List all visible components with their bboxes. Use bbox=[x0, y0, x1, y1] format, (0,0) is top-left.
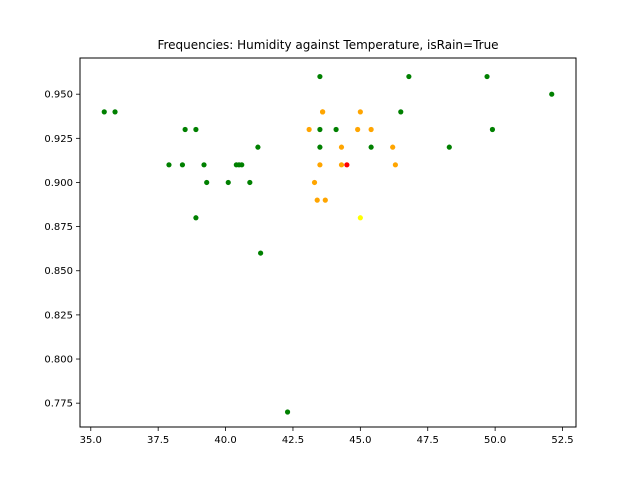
data-point bbox=[255, 144, 261, 150]
x-tick-label: 47.5 bbox=[417, 435, 439, 446]
x-tick-label: 40.0 bbox=[214, 435, 236, 446]
y-tick-label: 0.775 bbox=[44, 399, 73, 410]
data-point bbox=[338, 144, 345, 150]
data-point bbox=[344, 162, 350, 168]
y-axis: 0.775 0.800 0.825 0.850 0.875 0.900 0.925 0.950 bbox=[44, 90, 80, 410]
data-point bbox=[182, 126, 188, 133]
data-point bbox=[247, 179, 253, 186]
data-point bbox=[357, 109, 363, 115]
data-point bbox=[446, 144, 452, 150]
data-point bbox=[166, 162, 172, 168]
data-point bbox=[201, 162, 207, 168]
data-point bbox=[392, 162, 398, 168]
data-point bbox=[239, 162, 245, 168]
data-point bbox=[484, 73, 490, 80]
y-tick-label: 0.825 bbox=[44, 310, 73, 321]
points-layer bbox=[101, 73, 555, 415]
data-point bbox=[368, 126, 374, 133]
x-tick-label: 50.0 bbox=[484, 435, 506, 446]
data-point bbox=[101, 109, 107, 115]
data-point bbox=[311, 179, 318, 186]
plot-area-frame bbox=[79, 57, 577, 428]
data-point bbox=[306, 126, 312, 133]
data-point bbox=[338, 162, 345, 168]
data-point bbox=[179, 162, 186, 168]
data-point bbox=[193, 126, 199, 133]
x-tick-label: 45.0 bbox=[349, 435, 371, 446]
data-point bbox=[314, 197, 320, 203]
data-point bbox=[322, 197, 328, 203]
data-point bbox=[368, 144, 374, 150]
data-point bbox=[317, 126, 323, 133]
y-tick-label: 0.900 bbox=[44, 178, 73, 189]
data-point bbox=[317, 144, 323, 150]
data-point bbox=[333, 126, 339, 133]
x-axis: 35.0 37.5 40.0 42.5 45.0 47.5 50.0 52.5 bbox=[80, 427, 574, 446]
x-tick-label: 37.5 bbox=[147, 435, 169, 446]
x-tick-label: 52.5 bbox=[551, 435, 573, 446]
data-point bbox=[317, 162, 323, 168]
data-point bbox=[489, 126, 496, 133]
y-tick-label: 0.950 bbox=[44, 90, 73, 101]
data-point bbox=[112, 109, 118, 115]
data-point bbox=[204, 179, 210, 186]
y-tick-label: 0.925 bbox=[44, 134, 73, 145]
y-tick-label: 0.850 bbox=[44, 266, 73, 277]
x-tick-label: 35.0 bbox=[80, 435, 102, 446]
x-tick-label: 42.5 bbox=[282, 435, 304, 446]
data-point bbox=[258, 250, 264, 256]
data-point bbox=[398, 109, 404, 115]
data-point bbox=[225, 179, 231, 186]
data-point bbox=[193, 215, 199, 221]
data-point bbox=[355, 126, 361, 133]
y-tick-label: 0.875 bbox=[44, 222, 73, 233]
data-point bbox=[320, 109, 326, 115]
data-point bbox=[357, 215, 363, 221]
data-point bbox=[317, 73, 323, 80]
data-point bbox=[549, 91, 555, 97]
y-tick-label: 0.800 bbox=[44, 355, 73, 366]
data-point bbox=[406, 73, 412, 80]
data-point bbox=[390, 144, 396, 150]
chart-title: Frequencies: Humidity against Temperatur… bbox=[157, 38, 498, 52]
data-point bbox=[284, 409, 291, 415]
